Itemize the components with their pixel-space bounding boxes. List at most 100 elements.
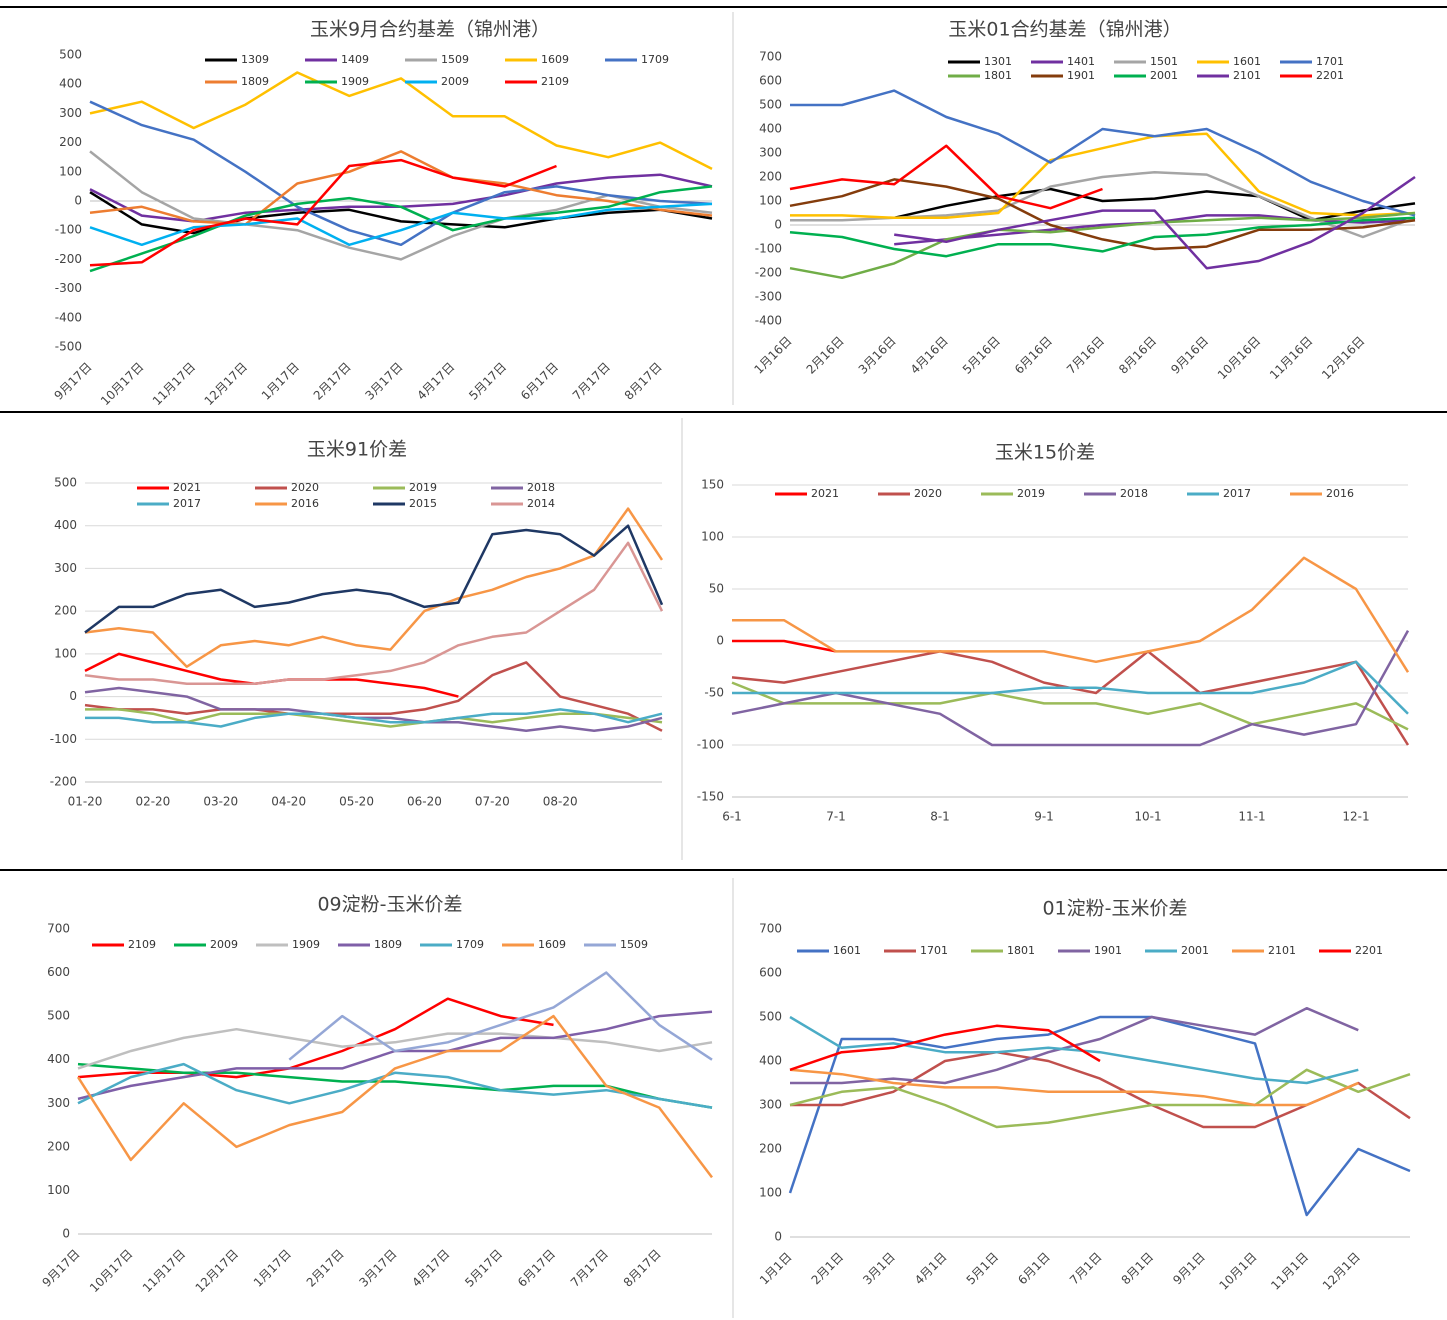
legend-label: 1709 bbox=[456, 938, 484, 951]
x-tick-label: 1月17日 bbox=[259, 360, 302, 403]
y-tick-label: 0 bbox=[74, 194, 82, 208]
series-line bbox=[84, 524, 664, 634]
legend-label: 2109 bbox=[541, 75, 569, 88]
x-tick-label: 6月17日 bbox=[515, 1247, 558, 1290]
x-tick-label: 7月16日 bbox=[1064, 334, 1107, 377]
x-tick-label: 9月1日 bbox=[1170, 1250, 1208, 1288]
series-line bbox=[76, 1014, 713, 1179]
series-line bbox=[77, 997, 554, 1079]
series-line bbox=[77, 1010, 713, 1101]
legend-label: 2018 bbox=[1120, 487, 1148, 500]
x-tick-label: 8月1日 bbox=[1119, 1250, 1157, 1288]
y-tick-label: 400 bbox=[759, 122, 782, 136]
legend-label: 1909 bbox=[292, 938, 320, 951]
x-tick-label: 5月17日 bbox=[462, 1247, 505, 1290]
x-tick-label: 1月1日 bbox=[757, 1250, 795, 1288]
legend-label: 2109 bbox=[128, 938, 156, 951]
series-line bbox=[85, 708, 663, 728]
series-line bbox=[789, 216, 1416, 258]
legend-label: 1601 bbox=[833, 944, 861, 957]
y-tick-label: 600 bbox=[47, 965, 70, 979]
x-tick-label: 8月17日 bbox=[622, 360, 665, 403]
x-tick-label: 12月17日 bbox=[193, 1247, 241, 1295]
series-line bbox=[789, 1068, 1359, 1107]
x-tick-label: 03-20 bbox=[203, 795, 238, 809]
chart-title: 玉米9月合约基差（锦州港） bbox=[310, 19, 550, 41]
legend-label: 2101 bbox=[1268, 944, 1296, 957]
x-tick-label: 8月17日 bbox=[621, 1247, 664, 1290]
y-tick-label: 100 bbox=[701, 530, 724, 544]
x-tick-label: 11月17日 bbox=[140, 1247, 188, 1295]
legend-label: 2009 bbox=[210, 938, 238, 951]
y-tick-label: -300 bbox=[755, 290, 782, 304]
series-line bbox=[788, 1015, 1411, 1217]
y-tick-label: 0 bbox=[62, 1227, 70, 1241]
y-tick-label: 400 bbox=[54, 518, 77, 532]
x-tick-label: 11月1日 bbox=[1268, 1250, 1311, 1293]
series-line bbox=[732, 660, 1409, 715]
x-tick-label: 2月1日 bbox=[809, 1250, 847, 1288]
x-tick-label: 05-20 bbox=[339, 795, 374, 809]
x-tick-label: 11月17日 bbox=[150, 360, 198, 408]
legend-label: 1409 bbox=[341, 53, 369, 66]
chart-title: 玉米15价差 bbox=[995, 442, 1095, 464]
legend-label: 2021 bbox=[811, 487, 839, 500]
series-line bbox=[77, 1062, 713, 1109]
y-tick-label: -100 bbox=[697, 738, 724, 752]
x-tick-label: 2月17日 bbox=[304, 1247, 347, 1290]
y-tick-label: 300 bbox=[59, 106, 82, 120]
series-line bbox=[732, 556, 1410, 673]
legend-label: 2020 bbox=[291, 481, 319, 494]
y-tick-label: 300 bbox=[54, 561, 77, 575]
x-tick-label: 10月16日 bbox=[1215, 334, 1263, 382]
y-tick-label: 500 bbox=[54, 476, 77, 490]
legend-label: 2020 bbox=[914, 487, 942, 500]
chart-title: 09淀粉-玉米价差 bbox=[317, 894, 462, 916]
x-tick-label: 9月17日 bbox=[40, 1247, 83, 1290]
series-line bbox=[790, 89, 1416, 217]
legend-label: 2101 bbox=[1233, 69, 1261, 82]
x-tick-label: 12-1 bbox=[1342, 810, 1369, 824]
y-tick-label: -100 bbox=[50, 732, 77, 746]
legend-label: 2018 bbox=[527, 481, 555, 494]
series-line bbox=[789, 1024, 1101, 1071]
legend-label: 1709 bbox=[641, 53, 669, 66]
legend-label: 1509 bbox=[620, 938, 648, 951]
series-line bbox=[731, 650, 1410, 746]
legend-label: 2014 bbox=[527, 497, 555, 510]
legend-label: 1501 bbox=[1150, 55, 1178, 68]
series-line bbox=[84, 541, 664, 686]
series-line bbox=[84, 686, 663, 732]
y-tick-label: -200 bbox=[50, 775, 77, 789]
y-tick-label: -200 bbox=[755, 266, 782, 280]
series-line bbox=[84, 507, 664, 668]
series-line bbox=[789, 211, 1416, 280]
legend-label: 1301 bbox=[984, 55, 1012, 68]
legend-label: 2015 bbox=[409, 497, 437, 510]
y-tick-label: 500 bbox=[759, 1010, 782, 1024]
legend-label: 1801 bbox=[1007, 944, 1035, 957]
y-tick-label: 700 bbox=[759, 50, 782, 64]
series-line bbox=[732, 639, 837, 653]
x-tick-label: 9月16日 bbox=[1168, 334, 1211, 377]
series-line bbox=[77, 1062, 713, 1109]
y-tick-label: 400 bbox=[59, 77, 82, 91]
y-tick-label: -300 bbox=[55, 281, 82, 295]
series-line bbox=[89, 150, 713, 261]
series-line bbox=[731, 629, 1410, 747]
y-tick-label: 300 bbox=[759, 146, 782, 160]
x-tick-label: 07-20 bbox=[475, 795, 510, 809]
x-tick-label: 6月17日 bbox=[518, 360, 561, 403]
x-tick-label: 3月1日 bbox=[860, 1250, 898, 1288]
y-tick-label: -50 bbox=[704, 686, 724, 700]
x-tick-label: 7月17日 bbox=[570, 360, 613, 403]
legend-label: 2016 bbox=[291, 497, 319, 510]
series-line bbox=[894, 175, 1416, 270]
series-line bbox=[790, 1050, 1411, 1129]
x-tick-label: 1月16日 bbox=[752, 334, 795, 377]
x-tick-label: 6月16日 bbox=[1012, 334, 1055, 377]
x-tick-label: 9-1 bbox=[1034, 810, 1054, 824]
y-tick-label: 50 bbox=[709, 582, 724, 596]
x-tick-label: 10月17日 bbox=[98, 360, 146, 408]
x-tick-label: 02-20 bbox=[135, 795, 170, 809]
